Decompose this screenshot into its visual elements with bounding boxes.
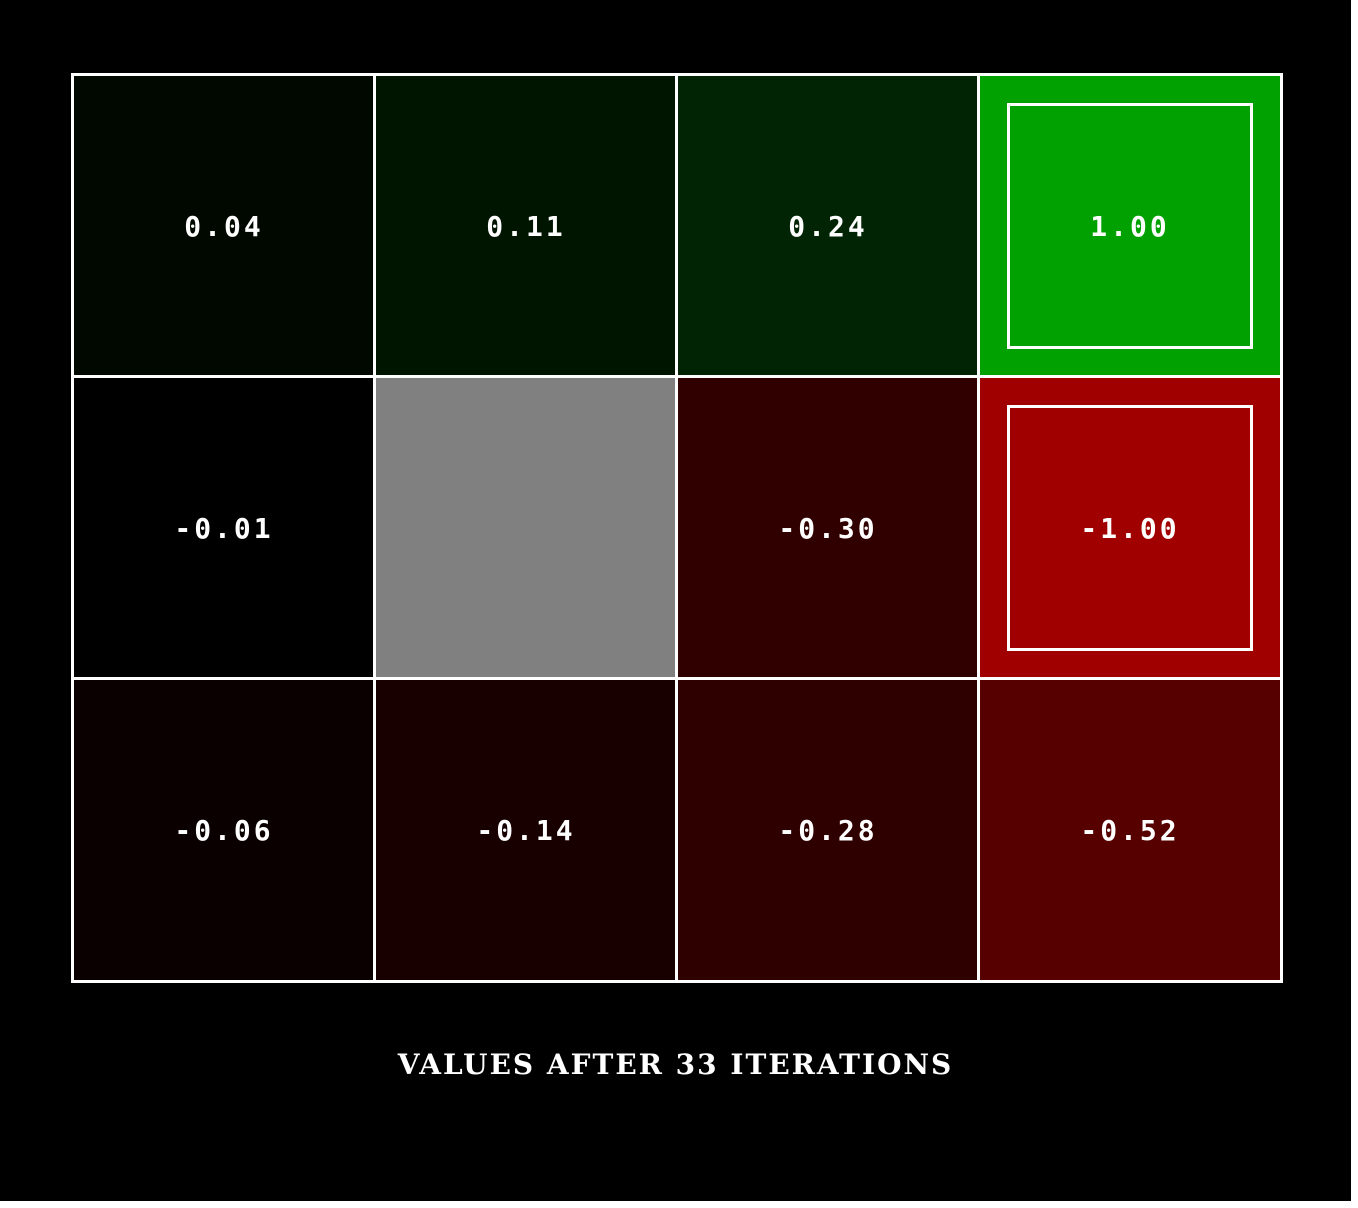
value-grid: 0.04 0.11 0.24 1.00 -0.01 -0.30 -1.00 -0.06 -0.1… <box>71 73 1283 983</box>
cell-value: -0.28 <box>778 813 878 847</box>
cell-value: 1.00 <box>1090 209 1170 243</box>
grid-cell: 0.24 <box>675 73 981 379</box>
cell-value: 0.04 <box>184 209 264 243</box>
grid-cell: -0.06 <box>71 677 377 983</box>
grid-cell: 0.11 <box>373 73 679 379</box>
cell-value: -0.52 <box>1080 813 1180 847</box>
terminal-cell: -1.00 <box>977 375 1283 681</box>
grid-cell: -0.52 <box>977 677 1283 983</box>
cell-value: -0.01 <box>174 511 274 545</box>
iteration-caption: VALUES AFTER 33 ITERATIONS <box>397 1048 954 1081</box>
cell-value: -0.30 <box>778 511 878 545</box>
terminal-cell: 1.00 <box>977 73 1283 379</box>
grid-cell: -0.30 <box>675 375 981 681</box>
grid-cell: -0.14 <box>373 677 679 983</box>
terminal-marker <box>1007 405 1253 651</box>
grid-cell: -0.01 <box>71 375 377 681</box>
wall-cell <box>373 375 679 681</box>
terminal-marker <box>1007 103 1253 349</box>
grid-cell: -0.28 <box>675 677 981 983</box>
cell-value: 0.11 <box>486 209 566 243</box>
cell-value: -1.00 <box>1080 511 1180 545</box>
cell-value: 0.24 <box>788 209 868 243</box>
cell-value: -0.14 <box>476 813 576 847</box>
grid-cell: 0.04 <box>71 73 377 379</box>
cell-value: -0.06 <box>174 813 274 847</box>
